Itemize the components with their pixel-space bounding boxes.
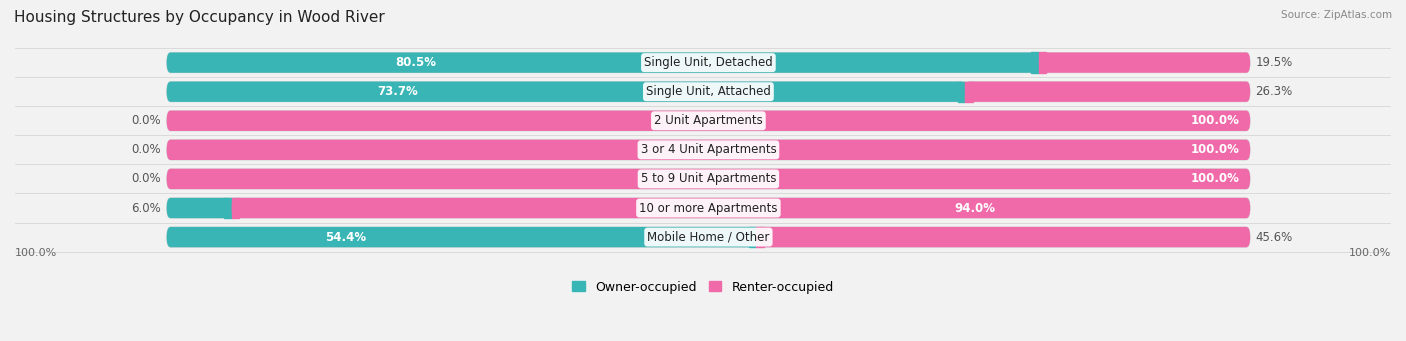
Text: 73.7%: 73.7%: [377, 85, 418, 98]
Bar: [756, 227, 763, 247]
FancyBboxPatch shape: [167, 140, 1250, 160]
Text: 0.0%: 0.0%: [132, 143, 162, 157]
Text: Source: ZipAtlas.com: Source: ZipAtlas.com: [1281, 10, 1392, 20]
FancyBboxPatch shape: [167, 81, 965, 102]
Text: Housing Structures by Occupancy in Wood River: Housing Structures by Occupancy in Wood …: [14, 10, 385, 25]
Bar: [1039, 53, 1046, 73]
Text: 0.0%: 0.0%: [132, 114, 162, 127]
Text: Mobile Home / Other: Mobile Home / Other: [647, 231, 769, 243]
FancyBboxPatch shape: [1039, 53, 1250, 73]
FancyBboxPatch shape: [167, 140, 1250, 160]
Text: 3 or 4 Unit Apartments: 3 or 4 Unit Apartments: [641, 143, 776, 157]
Text: 100.0%: 100.0%: [1191, 114, 1239, 127]
Bar: [232, 198, 239, 218]
FancyBboxPatch shape: [167, 169, 1250, 189]
Text: 100.0%: 100.0%: [1191, 143, 1239, 157]
FancyBboxPatch shape: [965, 81, 1250, 102]
Text: 45.6%: 45.6%: [1256, 231, 1292, 243]
FancyBboxPatch shape: [167, 53, 1250, 73]
Legend: Owner-occupied, Renter-occupied: Owner-occupied, Renter-occupied: [568, 276, 838, 298]
FancyBboxPatch shape: [167, 227, 756, 247]
Text: 100.0%: 100.0%: [15, 248, 58, 258]
Text: 26.3%: 26.3%: [1256, 85, 1292, 98]
Bar: [965, 81, 973, 102]
FancyBboxPatch shape: [167, 198, 232, 218]
Text: Single Unit, Attached: Single Unit, Attached: [645, 85, 770, 98]
Bar: [957, 81, 965, 102]
Text: 100.0%: 100.0%: [1191, 173, 1239, 186]
FancyBboxPatch shape: [232, 198, 1250, 218]
FancyBboxPatch shape: [167, 53, 1039, 73]
Text: 19.5%: 19.5%: [1256, 56, 1292, 69]
Bar: [224, 198, 232, 218]
Text: 54.4%: 54.4%: [325, 231, 366, 243]
FancyBboxPatch shape: [167, 110, 1250, 131]
Text: Single Unit, Detached: Single Unit, Detached: [644, 56, 773, 69]
FancyBboxPatch shape: [167, 227, 1250, 247]
FancyBboxPatch shape: [167, 169, 1250, 189]
Text: 100.0%: 100.0%: [1348, 248, 1391, 258]
Bar: [748, 227, 756, 247]
Text: 94.0%: 94.0%: [955, 202, 995, 214]
Text: 0.0%: 0.0%: [132, 173, 162, 186]
Text: 6.0%: 6.0%: [132, 202, 162, 214]
Text: 2 Unit Apartments: 2 Unit Apartments: [654, 114, 763, 127]
Text: 10 or more Apartments: 10 or more Apartments: [640, 202, 778, 214]
FancyBboxPatch shape: [756, 227, 1250, 247]
Text: 80.5%: 80.5%: [395, 56, 437, 69]
Bar: [1031, 53, 1039, 73]
FancyBboxPatch shape: [167, 198, 1250, 218]
Text: 5 to 9 Unit Apartments: 5 to 9 Unit Apartments: [641, 173, 776, 186]
FancyBboxPatch shape: [167, 81, 1250, 102]
FancyBboxPatch shape: [167, 110, 1250, 131]
